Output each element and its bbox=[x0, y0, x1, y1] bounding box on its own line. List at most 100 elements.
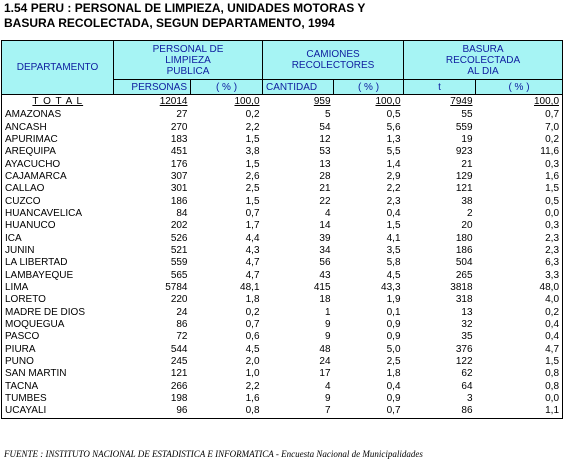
value-cell: 48 bbox=[319, 343, 331, 355]
value-cell: 100,0 bbox=[375, 96, 401, 107]
value-cell: 0,4 bbox=[545, 319, 560, 331]
department-cell: JUNIN bbox=[5, 244, 35, 256]
value-cell: 24 bbox=[319, 356, 331, 368]
value-cell: 1,6 bbox=[245, 393, 260, 405]
value-cell: 121 bbox=[170, 368, 188, 380]
table-row: SAN MARTIN 121 1,0 17 1,8 62 0,8 bbox=[2, 368, 563, 380]
value-cell: 4 bbox=[324, 207, 331, 219]
department-cell: T O T A L bbox=[32, 96, 84, 107]
value-cell: 53 bbox=[319, 146, 331, 158]
value-cell: 544 bbox=[170, 343, 188, 355]
header-row: DEPARTAMENTO PERSONAL DE LIMPIEZA PUBLICA … bbox=[1, 40, 564, 95]
value-cell: 0,0 bbox=[545, 393, 560, 405]
value-cell: 4,5 bbox=[386, 269, 401, 281]
value-cell: 0,2 bbox=[545, 306, 560, 318]
value-cell: 34 bbox=[319, 244, 331, 256]
department-cell: TACNA bbox=[5, 380, 39, 392]
value-cell: 1,5 bbox=[245, 195, 260, 207]
value-cell: 4,1 bbox=[386, 232, 401, 244]
subheader-cell: t bbox=[403, 79, 477, 95]
department-cell: CAJAMARCA bbox=[5, 170, 67, 182]
subheader-cell: ( % ) bbox=[475, 79, 564, 95]
value-cell: 270 bbox=[170, 121, 188, 133]
value-cell: 0,7 bbox=[245, 319, 260, 331]
value-cell: 0,4 bbox=[545, 331, 560, 343]
value-cell: 0,9 bbox=[386, 331, 401, 343]
department-cell: PIURA bbox=[5, 343, 36, 355]
value-cell: 0,8 bbox=[545, 380, 560, 392]
group-header-line: BASURA bbox=[462, 43, 504, 55]
value-cell: 0,8 bbox=[245, 405, 260, 417]
value-cell: 2,3 bbox=[386, 195, 401, 207]
value-cell: 122 bbox=[455, 356, 473, 368]
value-cell: 72 bbox=[176, 331, 188, 343]
table-row: AMAZONAS 27 0,2 5 0,5 55 0,7 bbox=[2, 109, 563, 121]
value-cell: 1,0 bbox=[245, 368, 260, 380]
value-cell: 5,8 bbox=[386, 257, 401, 269]
value-cell: 2,6 bbox=[245, 170, 260, 182]
value-cell: 24 bbox=[176, 306, 188, 318]
value-cell: 1,5 bbox=[545, 356, 560, 368]
value-cell: 318 bbox=[455, 294, 473, 306]
value-cell: 5 bbox=[324, 109, 331, 121]
value-cell: 13 bbox=[319, 158, 331, 170]
value-cell: 4,0 bbox=[545, 294, 560, 306]
value-cell: 0,3 bbox=[545, 158, 560, 170]
value-cell: 301 bbox=[170, 183, 188, 195]
value-cell: 11,6 bbox=[540, 146, 560, 158]
value-cell: 265 bbox=[455, 269, 473, 281]
value-cell: 4 bbox=[324, 380, 331, 392]
value-cell: 28 bbox=[319, 170, 331, 182]
value-cell: 55 bbox=[461, 109, 473, 121]
subheader-cell: PERSONAS bbox=[113, 79, 191, 95]
value-cell: 0,2 bbox=[545, 133, 560, 145]
table-row: ANCASH 270 2,2 54 5,6 559 7,0 bbox=[2, 121, 563, 133]
value-cell: 6,3 bbox=[545, 257, 560, 269]
value-cell: 186 bbox=[455, 244, 473, 256]
value-cell: 1,1 bbox=[545, 405, 560, 417]
value-cell: 3 bbox=[466, 393, 473, 405]
value-cell: 923 bbox=[455, 146, 473, 158]
value-cell: 0,0 bbox=[545, 207, 560, 219]
table-row: LA LIBERTAD 559 4,7 56 5,8 504 6,3 bbox=[2, 257, 563, 269]
value-cell: 14 bbox=[319, 220, 331, 232]
value-cell: 559 bbox=[170, 257, 188, 269]
table-row: CALLAO 301 2,5 21 2,2 121 1,5 bbox=[2, 183, 563, 195]
department-cell: CUZCO bbox=[5, 195, 41, 207]
value-cell: 1,5 bbox=[245, 158, 260, 170]
group-header-line: PERSONAL DE bbox=[152, 43, 224, 55]
value-cell: 220 bbox=[170, 294, 188, 306]
value-cell: 0,3 bbox=[545, 220, 560, 232]
subheader-cell: ( % ) bbox=[189, 79, 264, 95]
value-cell: 1,5 bbox=[386, 220, 401, 232]
department-cell: LAMBAYEQUE bbox=[5, 269, 74, 281]
subheader-row: PERSONAS( % ) CANTIDAD( % ) t( % ) bbox=[2, 79, 564, 95]
value-cell: 4,7 bbox=[545, 343, 560, 355]
value-cell: 2,3 bbox=[545, 232, 560, 244]
group-header: CAMIONES RECOLECTORES bbox=[262, 40, 405, 80]
department-cell: LORETO bbox=[5, 294, 46, 306]
value-cell: 2,0 bbox=[245, 356, 260, 368]
value-cell: 84 bbox=[176, 207, 188, 219]
value-cell: 1,6 bbox=[545, 170, 560, 182]
group-header: BASURA RECOLECTADA AL DIA bbox=[403, 40, 564, 80]
value-cell: 100,0 bbox=[234, 96, 260, 107]
value-cell: 202 bbox=[170, 220, 188, 232]
value-cell: 12 bbox=[319, 133, 331, 145]
value-cell: 3,3 bbox=[545, 269, 560, 281]
value-cell: 96 bbox=[176, 405, 188, 417]
table-row: HUANUCO 202 1,7 14 1,5 20 0,3 bbox=[2, 220, 563, 232]
group-header-line: RECOLECTADA bbox=[445, 54, 521, 66]
value-cell: 245 bbox=[170, 356, 188, 368]
value-cell: 5784 bbox=[165, 281, 188, 293]
table-row: MOQUEGUA 86 0,7 9 0,9 32 0,4 bbox=[2, 319, 563, 331]
value-cell: 5,5 bbox=[386, 146, 401, 158]
table-row: LORETO 220 1,8 18 1,9 318 4,0 bbox=[2, 294, 563, 306]
value-cell: 48,0 bbox=[539, 281, 560, 293]
table-row: AREQUIPA 451 3,8 53 5,5 923 11,6 bbox=[2, 146, 563, 158]
table-row: JUNIN 521 4,3 34 3,5 186 2,3 bbox=[2, 245, 563, 257]
value-cell: 176 bbox=[170, 158, 188, 170]
value-cell: 7 bbox=[324, 405, 331, 417]
department-cell: PUNO bbox=[5, 356, 34, 368]
